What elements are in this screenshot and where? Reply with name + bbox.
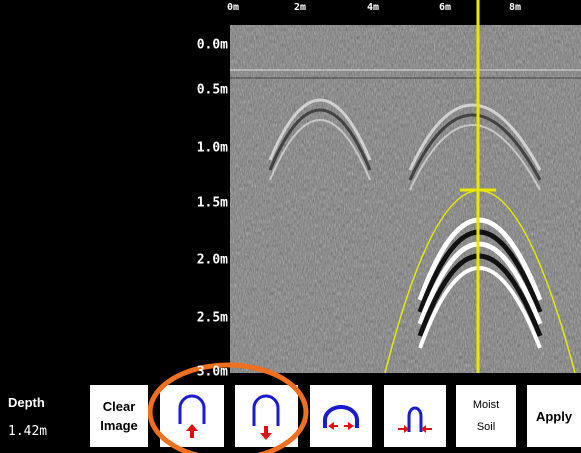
radar-noise [230, 25, 581, 373]
depth-label: Depth [8, 395, 45, 410]
depth-axis-label: 0.5m [196, 82, 228, 98]
widen-button[interactable] [310, 385, 372, 447]
depth-value: 1.42m [8, 424, 48, 439]
x-axis-label: 2m [293, 2, 307, 13]
down-arrow-icon [260, 426, 272, 440]
depth-axis-label: 1.0m [196, 140, 228, 156]
x-axis-label: 0m [226, 2, 240, 13]
depth-axis-label: 2.0m [196, 252, 228, 268]
up-arrow-icon [186, 424, 198, 438]
x-axis-label: 8m [508, 2, 522, 13]
depth-axis-label: 2.5m [196, 310, 228, 326]
depth-axis-label: 0.0m [196, 37, 228, 53]
button-label: Apply [535, 408, 573, 424]
toolbar-button[interactable]: Clear Image [90, 385, 148, 447]
depth-axis-label: 1.5m [196, 195, 228, 211]
depth-axis-label: 3.0m [196, 364, 228, 380]
wide-hyperbola-icon [323, 405, 359, 428]
highlight-ellipse [147, 362, 309, 453]
button-label: Clear [102, 399, 136, 414]
squeeze-arrows-icon [398, 425, 432, 433]
narrow-hyperbola-icon [407, 406, 423, 432]
toolbar-button[interactable]: Moist Soil [456, 385, 516, 447]
spread-arrows-icon [328, 422, 354, 430]
toolbar-button[interactable]: Apply [527, 385, 581, 447]
button-label: Moist [472, 399, 500, 411]
button-label: Soil [476, 421, 496, 433]
button-label: Image [100, 418, 138, 433]
x-axis-label: 6m [438, 2, 452, 13]
reflections [230, 25, 581, 373]
hyperbola-icon [252, 394, 280, 426]
x-axis-label: 4m [366, 2, 380, 13]
narrow-button[interactable] [384, 385, 446, 447]
hyperbola-icon [178, 394, 206, 424]
